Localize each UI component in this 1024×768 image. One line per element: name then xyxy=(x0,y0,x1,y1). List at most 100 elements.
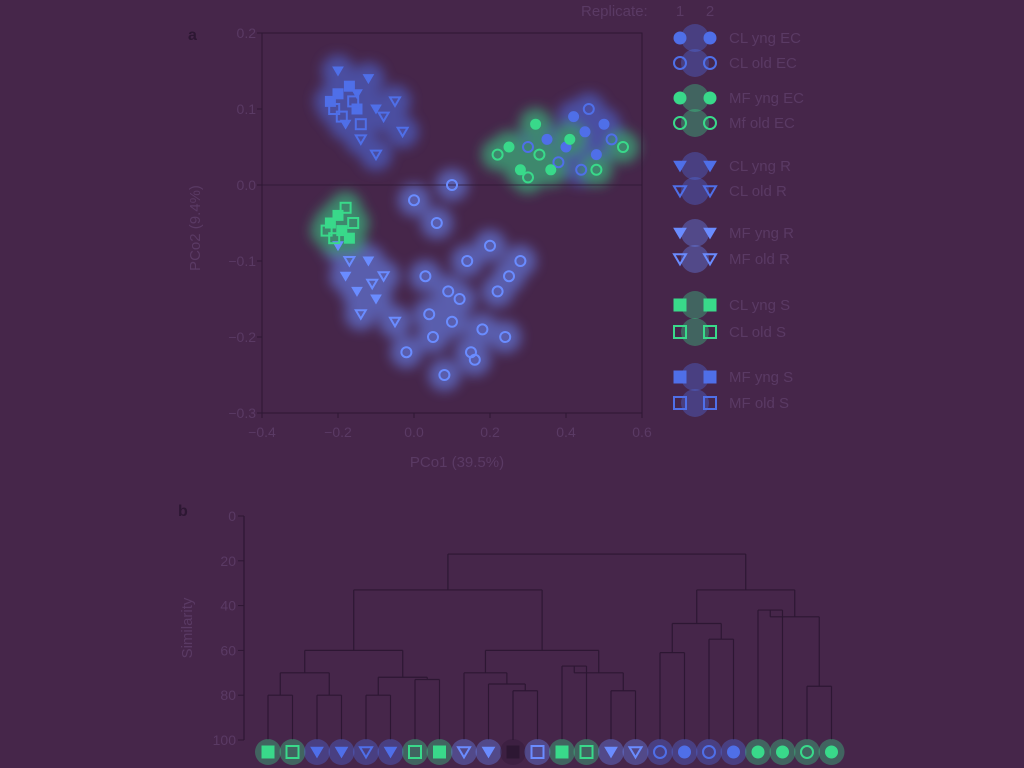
similarity-tick-label: 40 xyxy=(220,598,236,614)
density-blob xyxy=(504,245,537,277)
data-point xyxy=(343,80,355,92)
leaf-glow xyxy=(647,739,673,765)
legend-glow xyxy=(681,109,709,137)
dendrogram-leaf xyxy=(751,745,765,759)
data-point xyxy=(446,179,458,191)
dendrogram-leaf xyxy=(408,745,422,759)
data-point xyxy=(617,141,629,153)
dendrogram-leaf xyxy=(776,745,789,759)
plot-frame xyxy=(261,32,643,414)
data-point xyxy=(503,141,515,153)
y-tick-label: −0.2 xyxy=(228,329,256,345)
data-point xyxy=(354,134,368,146)
similarity-tick-label: 100 xyxy=(213,732,237,748)
similarity-tick-label: 60 xyxy=(220,642,236,658)
legend-glow xyxy=(681,219,709,247)
dendrogram-leaf xyxy=(383,746,398,759)
replicate-label: 1 xyxy=(676,3,684,20)
data-point xyxy=(354,118,367,131)
similarity-tick-label: 0 xyxy=(228,508,236,524)
dendrogram-leaf xyxy=(506,745,520,759)
similarity-axis: 0 20 40 60 80 100 xyxy=(213,508,245,748)
data-point xyxy=(590,163,603,176)
data-point xyxy=(370,104,382,115)
y-tick-label: 0.1 xyxy=(237,101,257,117)
data-point xyxy=(533,148,546,161)
data-point xyxy=(453,293,466,305)
legend-glow xyxy=(681,177,709,205)
density-blob xyxy=(607,131,639,163)
y-tick-label: 0.0 xyxy=(237,177,257,193)
data-point xyxy=(522,171,534,184)
legend-marker-replicate-1 xyxy=(673,31,687,45)
data-point xyxy=(376,111,391,124)
legend-marker-replicate-2 xyxy=(702,253,718,267)
density-blob xyxy=(432,275,465,308)
x-tick-label: 0.4 xyxy=(556,424,576,440)
density-blob xyxy=(398,184,430,217)
legend-label: CL old S xyxy=(729,324,786,341)
similarity-tick-label: 80 xyxy=(220,687,236,703)
legend-replicate-header: Replicate: xyxy=(581,3,648,20)
leaf-glow xyxy=(402,739,428,765)
legend-marker-replicate-1 xyxy=(673,325,687,339)
data-point xyxy=(419,270,432,283)
legend-marker-replicate-2 xyxy=(703,160,717,173)
legend-marker-replicate-1 xyxy=(673,396,687,410)
dendrogram-leaf xyxy=(334,746,349,759)
x-tick-label: −0.4 xyxy=(248,424,276,440)
legend-label: MF yng R xyxy=(729,225,794,242)
density-blob xyxy=(344,298,377,331)
data-point xyxy=(339,201,352,214)
data-point xyxy=(336,225,348,237)
data-point xyxy=(347,95,360,108)
legend-glow xyxy=(681,389,709,417)
data-point xyxy=(530,118,542,130)
density-blob xyxy=(386,115,419,148)
data-point xyxy=(484,239,496,252)
legend-marker-replicate-2 xyxy=(703,370,717,384)
data-point xyxy=(476,323,489,336)
dendrogram-leaf xyxy=(702,745,716,759)
leaf-glow xyxy=(524,739,551,765)
data-point xyxy=(503,270,515,283)
dendrogram-leaf xyxy=(627,746,644,760)
density-blob xyxy=(413,298,446,331)
y-tick-label: 0.2 xyxy=(237,25,257,41)
legend-marker-replicate-2 xyxy=(703,31,717,45)
legend-glow xyxy=(681,24,709,52)
legend-marker-replicate-2 xyxy=(703,396,717,410)
legend-marker-replicate-1 xyxy=(673,116,687,130)
dendrogram-leaf xyxy=(579,745,594,759)
density-blob xyxy=(409,260,442,293)
data-point xyxy=(335,110,348,123)
legend-marker-replicate-1 xyxy=(672,185,688,199)
dendrogram-leaf xyxy=(358,746,374,760)
legend-marker-replicate-1 xyxy=(673,370,687,384)
legend-marker-replicate-1 xyxy=(672,253,688,267)
legend-marker-replicate-2 xyxy=(702,185,718,199)
similarity-tick-label: 20 xyxy=(220,553,236,569)
data-point xyxy=(430,217,443,229)
dendrogram-leaf xyxy=(433,745,446,759)
dendrogram-panel: b 0 20 40 60 80 100 Similarity xyxy=(178,503,845,765)
legend-label: MF old R xyxy=(729,251,790,268)
legend-glow xyxy=(681,291,709,319)
data-point xyxy=(499,331,512,343)
replicate-label: 2 xyxy=(706,3,714,20)
density-blob xyxy=(489,321,522,353)
legend-marker-replicate-2 xyxy=(703,116,717,130)
legend-glow xyxy=(681,152,709,180)
data-point xyxy=(579,126,591,138)
legend-label: CL old EC xyxy=(729,55,797,72)
data-point xyxy=(438,369,451,381)
data-point xyxy=(332,66,344,77)
density-blob xyxy=(572,93,605,125)
data-point xyxy=(365,278,379,291)
legend-marker-replicate-1 xyxy=(673,298,687,312)
data-point xyxy=(605,133,618,146)
dendrogram-leaf xyxy=(678,745,691,759)
dendrogram-leaves xyxy=(255,739,845,765)
data-point xyxy=(351,103,363,115)
